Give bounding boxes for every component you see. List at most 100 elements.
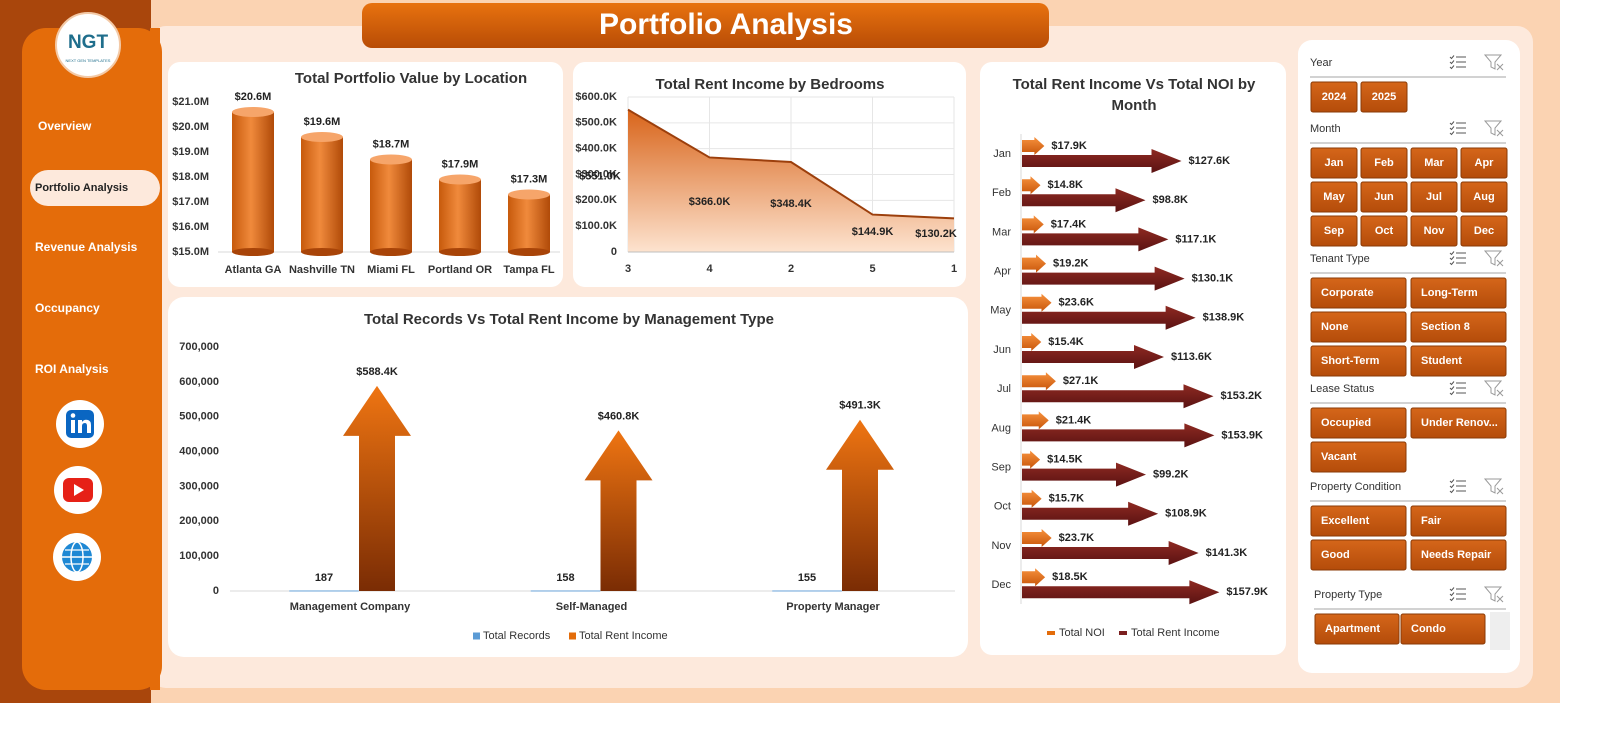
y-tick-label: Nov xyxy=(991,540,1011,552)
multiselect-icon[interactable] xyxy=(1449,126,1455,131)
slicer-button-label[interactable]: Nov xyxy=(1424,225,1446,237)
slicer-button[interactable] xyxy=(1310,539,1407,571)
slicer-button-label[interactable]: Jan xyxy=(1325,157,1344,169)
clear-filter-icon[interactable] xyxy=(1483,380,1504,397)
multiselect-icon[interactable] xyxy=(1449,256,1455,261)
slicer-button-label[interactable]: Feb xyxy=(1374,157,1394,169)
slicer-button-label[interactable]: 2024 xyxy=(1322,91,1347,103)
nav-item[interactable]: Revenue Analysis xyxy=(35,240,138,254)
slicer-button[interactable] xyxy=(1310,311,1407,343)
slicer-button[interactable] xyxy=(1410,277,1507,309)
slicer-button[interactable] xyxy=(1410,181,1458,213)
slicer-button[interactable] xyxy=(1410,505,1507,537)
slicer-button[interactable] xyxy=(1410,147,1458,179)
slicer-button[interactable] xyxy=(1310,505,1407,537)
slicer-button[interactable] xyxy=(1310,345,1407,377)
multiselect-icon[interactable] xyxy=(1449,484,1455,489)
arrow-bar xyxy=(1022,176,1041,195)
slicer-button-label[interactable]: None xyxy=(1321,321,1349,333)
slicer-button-label[interactable]: Condo xyxy=(1411,623,1446,635)
slicer-button-label[interactable]: Dec xyxy=(1474,225,1494,237)
multiselect-icon[interactable] xyxy=(1449,489,1455,494)
multiselect-icon[interactable] xyxy=(1449,592,1455,597)
slicer-button[interactable] xyxy=(1310,81,1358,113)
y-tick-label: 0 xyxy=(213,585,219,597)
slicer-button-label[interactable]: Apr xyxy=(1475,157,1495,169)
slicer-button-label[interactable]: Under Renov... xyxy=(1421,417,1498,429)
slicer-button[interactable] xyxy=(1314,613,1400,645)
slicer-button-label[interactable]: Excellent xyxy=(1321,515,1370,527)
web-icon[interactable] xyxy=(53,533,101,581)
multiselect-icon[interactable] xyxy=(1449,131,1455,136)
slicer-button[interactable] xyxy=(1400,613,1486,645)
slicer-button-label[interactable]: Apartment xyxy=(1325,623,1380,635)
slicer-button[interactable] xyxy=(1360,215,1408,247)
slicer-button[interactable] xyxy=(1460,147,1508,179)
clear-filter-icon[interactable] xyxy=(1483,478,1504,495)
slicer-button-label[interactable]: Fair xyxy=(1421,515,1442,527)
slicer-button-label[interactable]: Vacant xyxy=(1321,451,1357,463)
slicer-button[interactable] xyxy=(1410,215,1458,247)
slicer-button[interactable] xyxy=(1310,277,1407,309)
slicer-button-label[interactable]: Needs Repair xyxy=(1421,549,1492,561)
slicer-button-label[interactable]: Mar xyxy=(1424,157,1444,169)
nav-item[interactable]: Portfolio Analysis xyxy=(35,182,128,194)
clear-filter-icon[interactable] xyxy=(1483,586,1504,603)
multiselect-icon[interactable] xyxy=(1449,251,1455,256)
slicer-button[interactable] xyxy=(1310,215,1358,247)
slicer-button[interactable] xyxy=(1410,407,1507,439)
linkedin-icon[interactable] xyxy=(56,400,104,448)
clear-filter-icon[interactable] xyxy=(1483,54,1504,71)
slicer-button-label[interactable]: Sep xyxy=(1324,225,1344,237)
slicer-button-label[interactable]: Jul xyxy=(1426,191,1442,203)
multiselect-icon[interactable] xyxy=(1449,597,1455,602)
slicer-button[interactable] xyxy=(1410,311,1507,343)
slicer-button[interactable] xyxy=(1460,181,1508,213)
slicer-button-label[interactable]: Aug xyxy=(1473,191,1494,203)
slicer-button-label[interactable]: Section 8 xyxy=(1421,321,1470,333)
icon-glyph[interactable] xyxy=(71,420,75,433)
slicer-button[interactable] xyxy=(1310,407,1407,439)
slicer-button[interactable] xyxy=(1310,147,1358,179)
scrollbar[interactable] xyxy=(1490,612,1510,650)
nav-item[interactable]: ROI Analysis xyxy=(35,362,109,376)
slicer-button-label[interactable]: Oct xyxy=(1375,225,1394,237)
slicer-button[interactable] xyxy=(1310,181,1358,213)
multiselect-icon[interactable] xyxy=(1449,121,1455,126)
clear-filter-icon[interactable] xyxy=(1483,120,1504,137)
multiselect-icon[interactable] xyxy=(1449,381,1455,386)
slicer-button-label[interactable]: Corporate xyxy=(1321,287,1374,299)
multiselect-icon[interactable] xyxy=(1449,55,1455,60)
slicer-button-label[interactable]: Short-Term xyxy=(1321,355,1380,367)
nav-item[interactable]: Occupancy xyxy=(35,301,100,315)
slicer-button-label[interactable]: Long-Term xyxy=(1421,287,1478,299)
multiselect-icon[interactable] xyxy=(1449,261,1455,266)
slicer-button-label[interactable]: Good xyxy=(1321,549,1350,561)
slicer-button-label[interactable]: May xyxy=(1323,191,1345,203)
multiselect-icon[interactable] xyxy=(1449,60,1455,65)
youtube-icon[interactable] xyxy=(54,466,102,514)
slicer-button-label[interactable]: Occupied xyxy=(1321,417,1371,429)
slicer-button[interactable] xyxy=(1360,147,1408,179)
slicer-button[interactable] xyxy=(1460,215,1508,247)
x-tick-label: Management Company xyxy=(290,601,411,613)
value-label: 158 xyxy=(556,572,574,584)
slicer-button-label[interactable]: 2025 xyxy=(1372,91,1396,103)
icon-play[interactable] xyxy=(74,484,84,496)
clear-filter-icon[interactable] xyxy=(1483,250,1504,267)
multiselect-icon[interactable] xyxy=(1449,587,1455,592)
icon-glyph[interactable] xyxy=(78,419,91,433)
nav-item[interactable]: Overview xyxy=(38,119,92,133)
slicer-button[interactable] xyxy=(1310,441,1407,473)
slicer-button-label[interactable]: Jun xyxy=(1374,191,1394,203)
slicer-button[interactable] xyxy=(1410,539,1507,571)
multiselect-icon[interactable] xyxy=(1449,479,1455,484)
slicer-button[interactable] xyxy=(1410,345,1507,377)
icon-glyph[interactable] xyxy=(70,413,76,418)
multiselect-icon[interactable] xyxy=(1449,386,1455,391)
slicer-button-label[interactable]: Student xyxy=(1421,355,1462,367)
slicer-button[interactable] xyxy=(1360,181,1408,213)
slicer-button[interactable] xyxy=(1360,81,1408,113)
multiselect-icon[interactable] xyxy=(1449,65,1455,70)
multiselect-icon[interactable] xyxy=(1449,391,1455,396)
